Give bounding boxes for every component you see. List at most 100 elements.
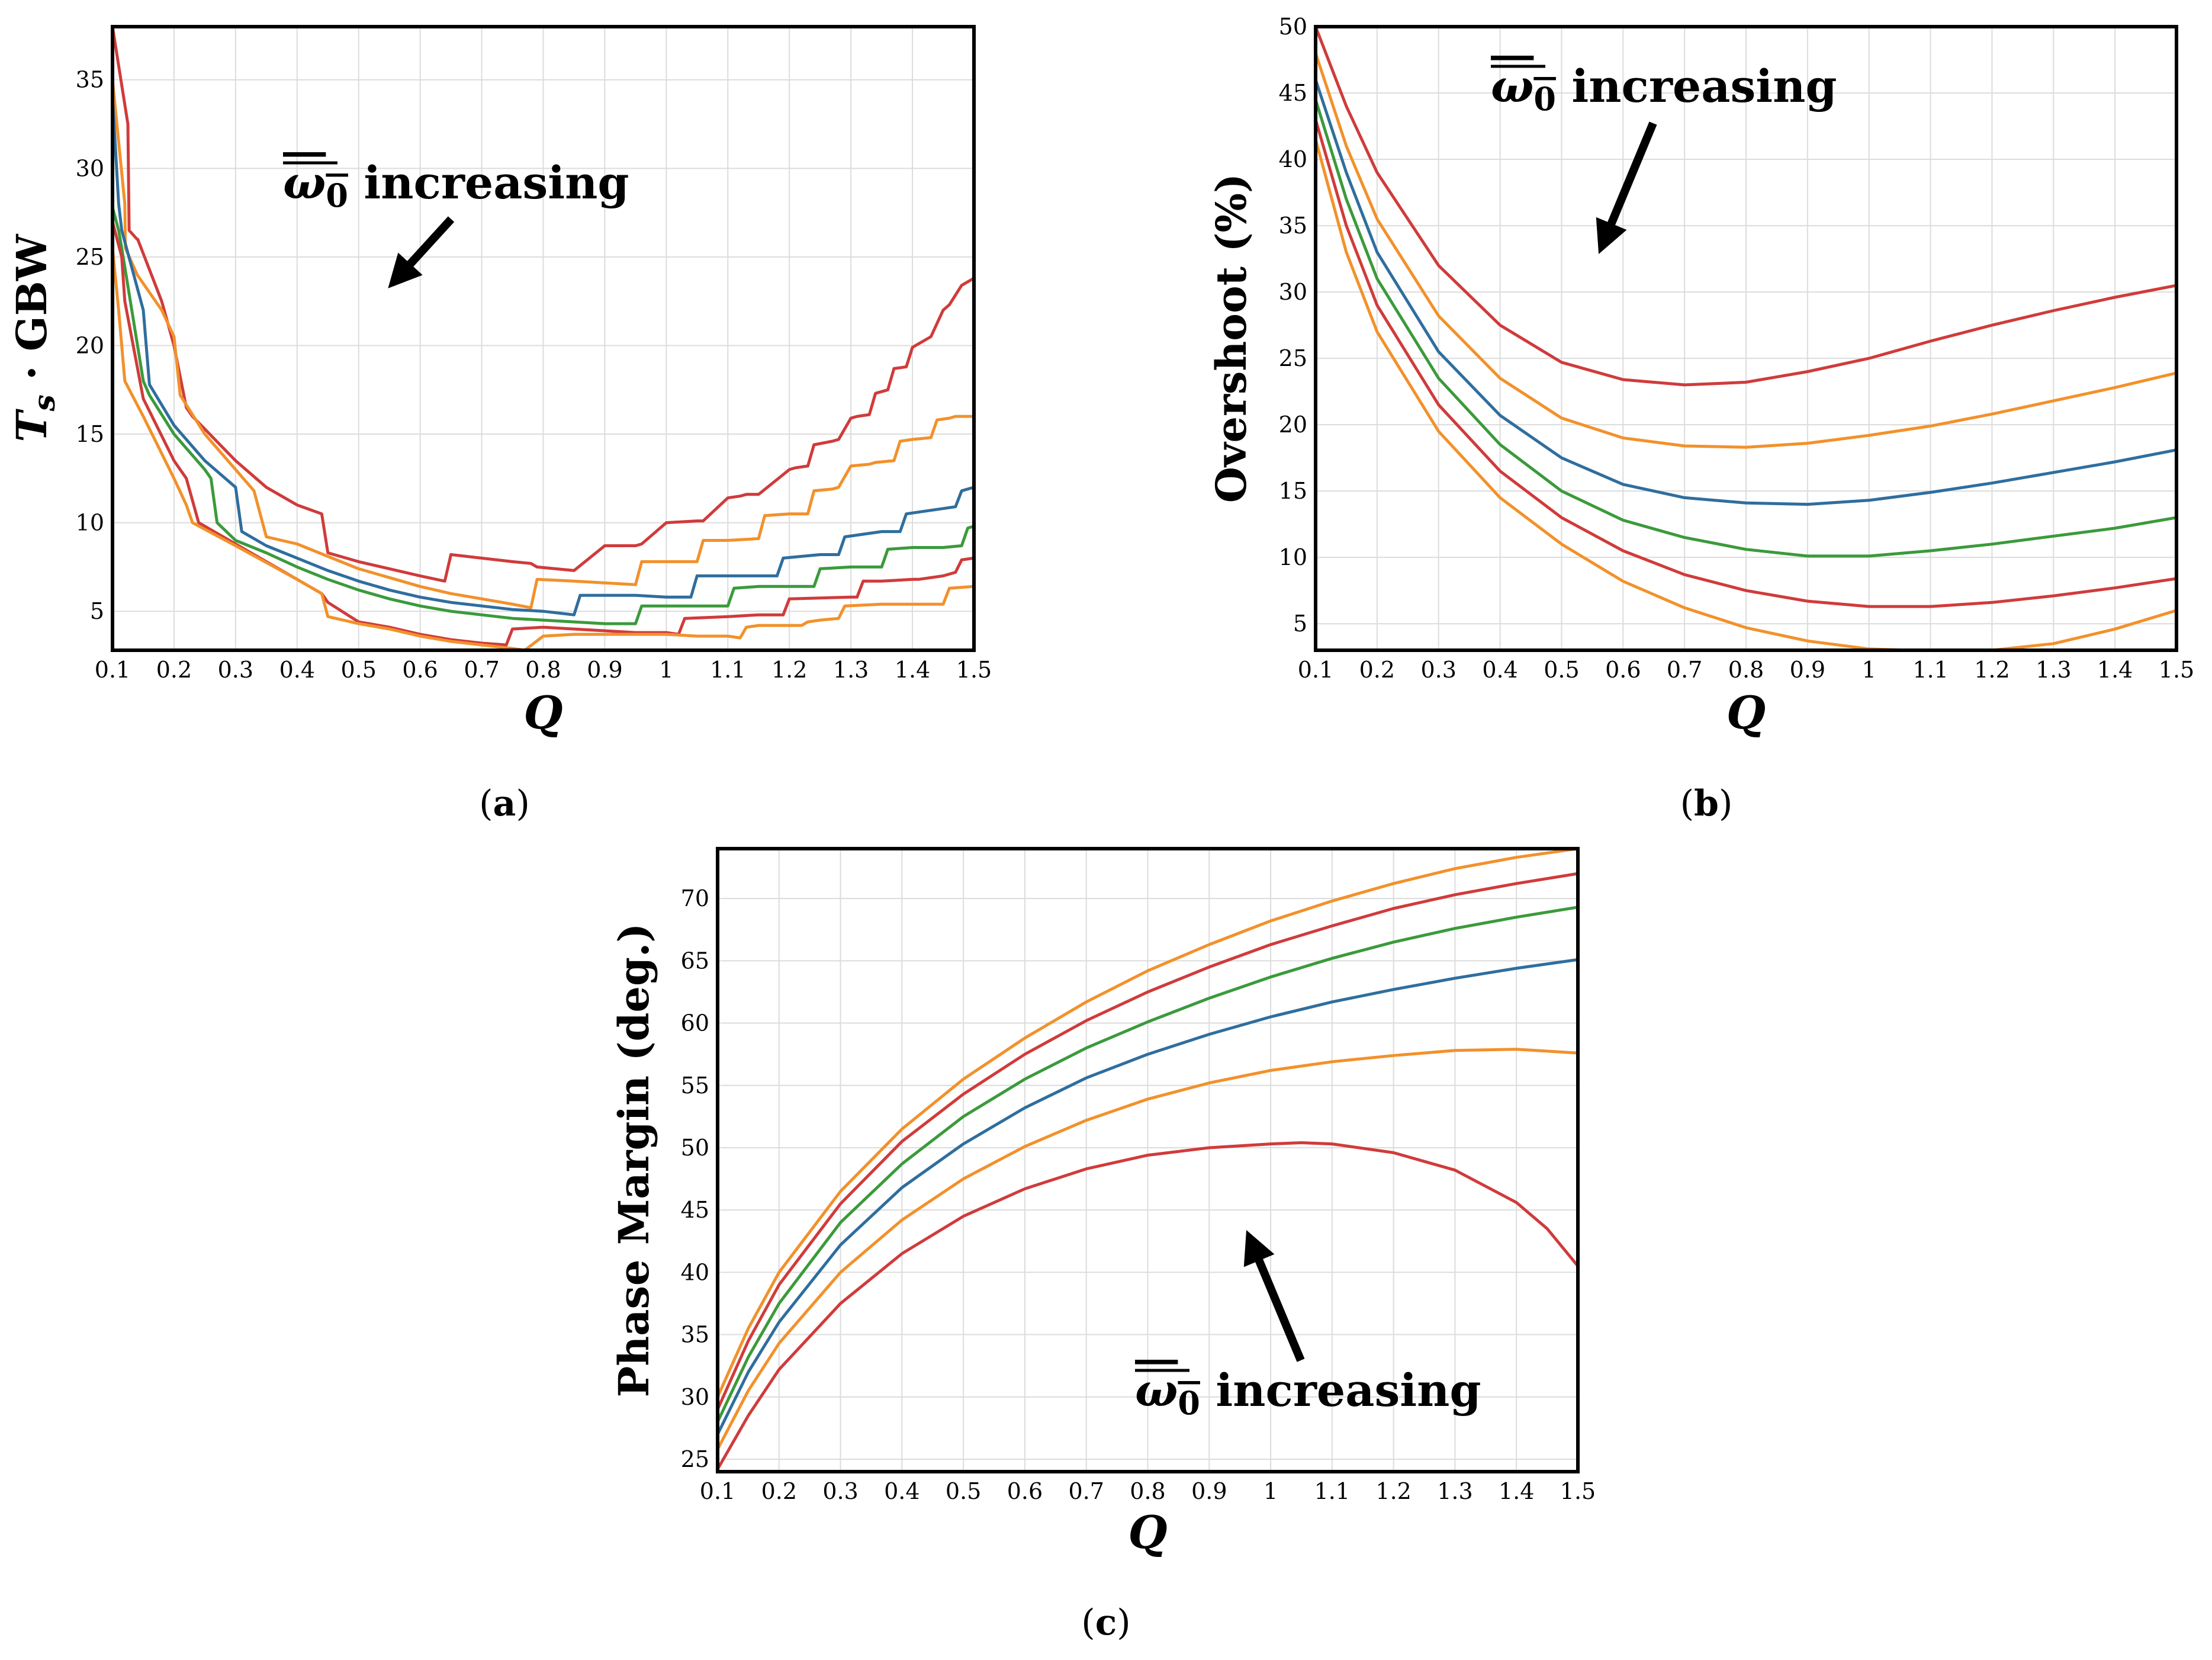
plot-frame-a [111,25,976,652]
x-tick-label: 0.1 [1298,657,1333,683]
x-tick-label: 0.2 [761,1478,797,1504]
series-line-c-4 [718,958,1578,1436]
series-group-a [112,27,974,650]
x-tick-label: 0.5 [340,657,376,683]
series-line-a-6 [112,246,974,650]
x-tick-label: 1.4 [1499,1478,1534,1504]
y-tick-label: 60 [681,1010,709,1036]
series-line-c-6 [718,1141,1578,1471]
y-tick-label: 35 [1279,213,1307,239]
annotation-arrow-c [1243,1229,1305,1362]
x-tick-label: 1.5 [2159,657,2194,683]
x-axis-label-a: Q [523,686,562,739]
x-tick-label: 0.9 [587,657,622,683]
x-tick-label: 0.4 [884,1478,919,1504]
y-tick-label: 10 [76,510,104,536]
y-tick-label: 50 [681,1135,709,1161]
x-tick-label: 1.3 [1437,1478,1472,1504]
x-tick-label: 1 [1862,657,1876,683]
x-tick-label: 1.1 [1912,657,1948,683]
grid-c [718,849,1578,1472]
x-tick-label: 0.7 [1667,657,1702,683]
x-tick-label: 1.1 [710,657,745,683]
x-tick-label: 0.6 [402,657,438,683]
y-tick-label: 20 [76,332,104,358]
caption-c: (c) [1081,1602,1130,1643]
x-tick-label: 1.2 [1974,657,2010,683]
y-tick-label: 50 [1279,14,1307,40]
y-tick-label: 35 [76,67,104,93]
series-line-a-2 [112,78,974,609]
series-line-a-1 [112,27,974,583]
series-line-b-5 [1316,118,2176,608]
y-axis-label-c: Phase Margin (deg.) [609,923,658,1398]
x-tick-label: 1.2 [1375,1478,1411,1504]
x-tick-label: 0.9 [1191,1478,1227,1504]
x-tick-label: 1.3 [833,657,869,683]
x-tick-label: 1.4 [895,657,930,683]
annotation-a: ω0 increasing [283,156,629,214]
y-tick-label: 40 [681,1259,709,1285]
series-line-a-3 [112,96,974,617]
x-tick-label: 0.7 [464,657,499,683]
panel-c: 0.1 0.2 0.3 0.4 0.5 0.6 0.7 0.8 0.9 1 1.1 1.2 1.3 1.4… [609,847,1596,1643]
annotation-b: ω0 increasing [1491,60,1837,118]
y-tick-label: 70 [681,885,709,911]
x-tick-label: 0.6 [1007,1478,1043,1504]
series-line-a-5 [112,220,974,647]
series-line-c-2 [718,872,1578,1411]
x-axis-label-c: Q [1128,1506,1167,1559]
caption-b: (b) [1680,783,1733,824]
series-line-b-6 [1316,137,2176,650]
plot-frame-c [716,847,1580,1473]
x-tick-label: 1 [659,657,673,683]
x-tick-label: 0.8 [1130,1478,1165,1504]
x-tick-label: 0.3 [218,657,253,683]
series-line-b-4 [1316,98,2176,558]
annotation-arrow-a [388,216,455,288]
series-line-c-1 [718,849,1578,1399]
y-tick-label: 20 [1279,412,1307,438]
x-tick-label: 1.3 [2036,657,2071,683]
x-tick-label: 0.6 [1605,657,1641,683]
x-tick-label: 0.9 [1790,657,1825,683]
series-line-c-3 [718,906,1578,1424]
y-tick-label: 25 [76,244,104,270]
y-tick-label: 45 [1279,80,1307,106]
y-tick-label: 30 [76,155,104,181]
grid-b [1316,26,2176,650]
series-line-c-5 [718,1048,1578,1451]
x-tick-label: 1 [1263,1478,1278,1504]
y-tick-label: 25 [1279,345,1307,371]
series-line-b-3 [1316,78,2176,506]
y-tick-label: 45 [681,1197,709,1223]
series-line-a-4 [112,206,974,625]
x-axis-label-b: Q [1726,686,1766,739]
series-line-b-2 [1316,52,2176,449]
plot-frame-b [1314,25,2178,652]
panel-b: 0.1 0.2 0.3 0.4 0.5 0.6 0.7 0.8 0.9 1 1.1 1.2 1.3 1.4… [1207,14,2194,824]
x-tick-label: 0.4 [279,657,315,683]
x-tick-label: 1.5 [956,657,992,683]
x-tick-label: 0.1 [700,1478,735,1504]
x-tick-label: 0.2 [156,657,192,683]
x-tick-label: 1.5 [1560,1478,1596,1504]
grid-a [112,27,974,650]
x-tick-label: 1.1 [1314,1478,1350,1504]
caption-a: (a) [479,783,530,824]
panel-a: 0.1 0.2 0.3 0.4 0.5 0.6 0.7 0.8 0.9 1 1.1 1.2 1.3 1.4… [7,25,992,824]
x-tick-label: 1.2 [771,657,807,683]
y-tick-label: 65 [681,948,709,974]
annotation-c: ω0 increasing [1135,1364,1481,1422]
x-tick-label: 0.1 [95,657,130,683]
y-tick-label: 5 [1293,611,1307,637]
x-tick-label: 0.2 [1359,657,1395,683]
x-tick-label: 0.5 [946,1478,981,1504]
y-tick-label: 15 [1279,478,1307,504]
y-tick-label: 40 [1279,146,1307,172]
x-tick-label: 0.7 [1068,1478,1104,1504]
y-tick-label: 5 [90,598,104,624]
y-tick-label: 25 [681,1446,709,1472]
y-tick-label: 15 [76,421,104,447]
